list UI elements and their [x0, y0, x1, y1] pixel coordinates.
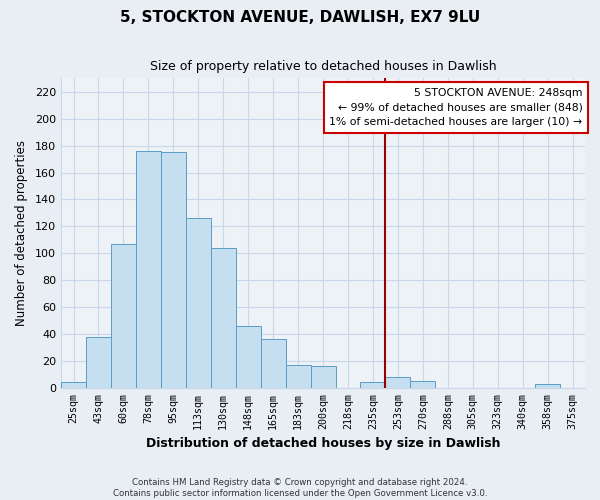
- Bar: [410, 381, 436, 388]
- Bar: [211, 248, 236, 388]
- Bar: [186, 218, 211, 388]
- Text: 5, STOCKTON AVENUE, DAWLISH, EX7 9LU: 5, STOCKTON AVENUE, DAWLISH, EX7 9LU: [120, 10, 480, 25]
- Bar: [236, 326, 260, 388]
- Bar: [136, 151, 161, 388]
- Bar: [311, 366, 335, 388]
- Bar: [361, 382, 385, 388]
- Bar: [286, 365, 311, 388]
- Bar: [385, 377, 410, 388]
- Text: 5 STOCKTON AVENUE: 248sqm
← 99% of detached houses are smaller (848)
1% of semi-: 5 STOCKTON AVENUE: 248sqm ← 99% of detac…: [329, 88, 583, 127]
- Bar: [535, 384, 560, 388]
- Bar: [260, 340, 286, 388]
- Title: Size of property relative to detached houses in Dawlish: Size of property relative to detached ho…: [150, 60, 496, 73]
- Bar: [161, 152, 186, 388]
- X-axis label: Distribution of detached houses by size in Dawlish: Distribution of detached houses by size …: [146, 437, 500, 450]
- Text: Contains HM Land Registry data © Crown copyright and database right 2024.
Contai: Contains HM Land Registry data © Crown c…: [113, 478, 487, 498]
- Bar: [111, 244, 136, 388]
- Bar: [86, 336, 111, 388]
- Bar: [61, 382, 86, 388]
- Y-axis label: Number of detached properties: Number of detached properties: [15, 140, 28, 326]
